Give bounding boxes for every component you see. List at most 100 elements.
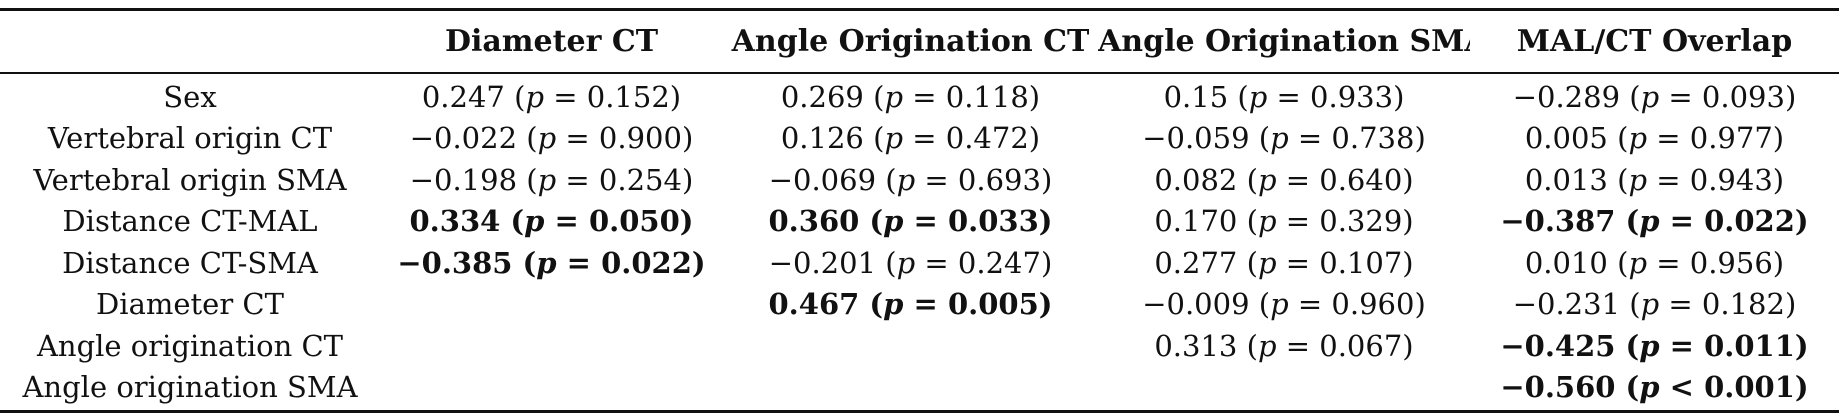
p-value: 0.022	[601, 245, 692, 280]
row-label: Sex	[163, 79, 217, 114]
table-header: Diameter CT Angle Origination CT Angle O…	[0, 11, 1839, 72]
header-cell-angle-origination-sma: Angle Origination SMA	[1098, 24, 1470, 59]
coefficient-value: 0.269	[780, 79, 864, 114]
coefficient-value: −0.201	[768, 245, 877, 280]
p-symbol: p	[1628, 162, 1648, 197]
p-operator: =	[924, 162, 949, 197]
p-operator: =	[1668, 79, 1693, 114]
coefficient-value: −0.425	[1500, 328, 1616, 363]
table-cell: 0.126 (p = 0.472)	[780, 121, 1041, 156]
p-value: 0.254	[598, 162, 682, 197]
coefficient-value: 0.277	[1154, 245, 1238, 280]
p-value: 0.001	[1704, 370, 1795, 405]
table-row: Vertebral origin SMA −0.198 (p = 0.254) −0…	[0, 159, 1839, 201]
row-label: Angle origination CT	[36, 328, 344, 363]
p-symbol: p	[883, 204, 904, 239]
table-cell	[723, 367, 1098, 409]
coefficient-value: 0.15	[1163, 79, 1229, 114]
p-symbol: p	[896, 162, 916, 197]
coefficient-value: 0.005	[1524, 121, 1608, 156]
table-cell: 0.334 (p = 0.050)	[409, 204, 694, 239]
p-value: 0.107	[1319, 245, 1403, 280]
table-cell: 0.467 (p = 0.005)	[768, 287, 1053, 322]
coefficient-value: −0.009	[1142, 287, 1250, 322]
table-cell: −0.385 (p = 0.022)	[397, 245, 706, 280]
p-operator: =	[1669, 204, 1694, 239]
p-value: 0.329	[1319, 204, 1403, 239]
p-value: 0.900	[598, 121, 682, 156]
header-cell-diameter-ct: Diameter CT	[444, 24, 659, 59]
coefficient-value: −0.385	[397, 245, 513, 280]
p-value: 0.022	[1704, 204, 1795, 239]
table-cell: −0.059 (p = 0.738)	[1142, 121, 1426, 156]
p-operator: =	[1668, 287, 1693, 322]
p-symbol: p	[1628, 121, 1648, 156]
p-operator: =	[924, 245, 949, 280]
p-operator: =	[1285, 245, 1311, 280]
p-operator: =	[1656, 245, 1681, 280]
p-symbol: p	[525, 79, 545, 114]
p-value: 0.960	[1331, 287, 1415, 322]
p-value: 0.118	[945, 79, 1029, 114]
p-symbol: p	[884, 121, 904, 156]
table-cell: −0.009 (p = 0.960)	[1142, 287, 1426, 322]
p-value: 0.693	[957, 162, 1041, 197]
table-cell: 0.269 (p = 0.118)	[780, 79, 1041, 114]
coefficient-value: 0.010	[1524, 245, 1608, 280]
coefficient-value: 0.467	[768, 287, 860, 322]
coefficient-value: −0.069	[768, 162, 877, 197]
p-value: 0.640	[1319, 162, 1403, 197]
p-symbol: p	[1257, 204, 1277, 239]
p-symbol: p	[884, 79, 904, 114]
p-symbol: p	[536, 245, 557, 280]
p-symbol: p	[537, 162, 557, 197]
top-rule	[0, 8, 1839, 11]
header-row: Diameter CT Angle Origination CT Angle O…	[0, 11, 1839, 72]
table-cell: 0.247 (p = 0.152)	[421, 79, 682, 114]
coefficient-value: 0.082	[1154, 162, 1238, 197]
table-cell	[380, 325, 723, 367]
p-operator: <	[1669, 370, 1694, 405]
table-cell: −0.069 (p = 0.693)	[768, 162, 1053, 197]
table-cell	[380, 367, 723, 409]
p-value: 0.093	[1701, 79, 1785, 114]
table-cell: 0.277 (p = 0.107)	[1154, 245, 1414, 280]
table-cell: 0.010 (p = 0.956)	[1524, 245, 1785, 280]
p-operator: =	[912, 79, 937, 114]
correlation-table: Diameter CT Angle Origination CT Angle O…	[0, 11, 1839, 408]
p-symbol: p	[1639, 370, 1660, 405]
header-cell-blank	[0, 11, 380, 72]
p-symbol: p	[1270, 287, 1289, 322]
row-label: Distance CT-MAL	[62, 204, 318, 239]
row-label: Angle origination SMA	[22, 370, 358, 405]
table-row: Distance CT-MAL 0.334 (p = 0.050) 0.360 (p…	[0, 201, 1839, 243]
p-value: 0.005	[947, 287, 1039, 322]
p-value: 0.182	[1701, 287, 1785, 322]
p-value: 0.933	[1310, 79, 1394, 114]
row-label: Distance CT-SMA	[62, 245, 318, 280]
table-cell	[380, 284, 723, 326]
row-label: Vertebral origin SMA	[33, 162, 347, 197]
table-cell: 0.360 (p = 0.033)	[768, 204, 1053, 239]
p-operator: =	[565, 121, 590, 156]
p-value: 0.247	[957, 245, 1041, 280]
p-operator: =	[1297, 121, 1323, 156]
table-cell	[1098, 367, 1470, 409]
table-row: Distance CT-SMA −0.385 (p = 0.022) −0.201 …	[0, 242, 1839, 284]
p-value: 0.152	[586, 79, 670, 114]
table-cell: −0.387 (p = 0.022)	[1500, 204, 1809, 239]
p-symbol: p	[1639, 328, 1660, 363]
p-operator: =	[1656, 162, 1681, 197]
p-symbol: p	[1257, 328, 1277, 363]
p-symbol: p	[883, 287, 904, 322]
p-value: 0.050	[588, 204, 680, 239]
table-row: Sex 0.247 (p = 0.152) 0.269 (p = 0.118) 0.1…	[0, 72, 1839, 118]
coefficient-value: 0.334	[409, 204, 501, 239]
table-cell: 0.170 (p = 0.329)	[1154, 204, 1414, 239]
table-cell: −0.198 (p = 0.254)	[409, 162, 694, 197]
table-cell: −0.560 (p < 0.001)	[1500, 370, 1809, 405]
p-symbol: p	[1640, 287, 1660, 322]
coefficient-value: −0.059	[1142, 121, 1250, 156]
p-operator: =	[913, 204, 938, 239]
p-operator: =	[553, 79, 578, 114]
